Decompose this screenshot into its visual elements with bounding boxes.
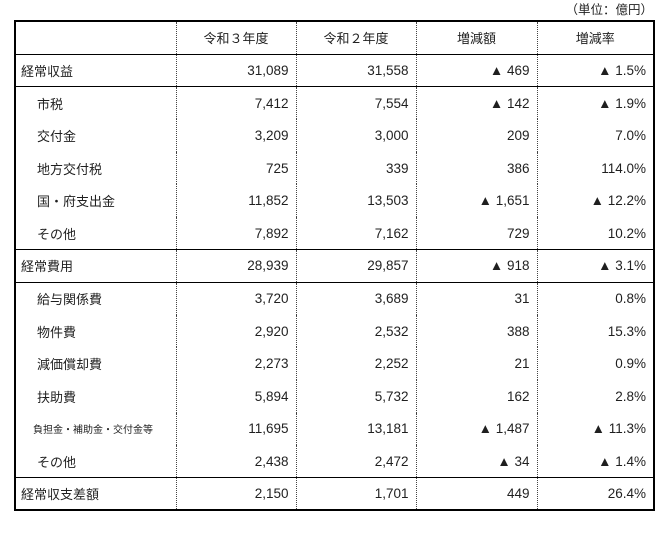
value-cell: 29,857 (295, 249, 416, 283)
value-cell: 10.2% (536, 216, 654, 250)
value-cell: ▲ 142 (415, 86, 537, 120)
value-cell: 31,089 (175, 54, 296, 87)
value-cell: ▲ 1.4% (536, 445, 654, 478)
row-label: 経常収支差額 (21, 487, 100, 503)
row-label: 経常収益 (21, 63, 74, 79)
value-cell: 7,554 (295, 86, 416, 120)
header-cell-fy2021: 令和３年度 (175, 21, 296, 55)
row-label: 給与関係費 (37, 292, 103, 308)
value-cell: 13,503 (295, 184, 416, 217)
value-cell: 7,162 (295, 216, 416, 250)
row-label: 市税 (37, 96, 64, 112)
header-row: 令和３年度 令和２年度 増減額 増減率 (15, 21, 654, 55)
value-cell: 2,438 (175, 445, 296, 478)
row-label: 減価償却費 (37, 357, 103, 373)
value-cell: ▲ 469 (415, 54, 537, 87)
row-label: 扶助費 (37, 389, 77, 405)
table-row: 地方交付税 725 339 386 114.0% (15, 151, 654, 185)
row-label: 地方交付税 (37, 161, 103, 177)
value-cell: ▲ 1.9% (536, 86, 654, 120)
row-label: 物件費 (37, 324, 77, 340)
value-cell: ▲ 12.2% (536, 184, 654, 217)
value-cell: 729 (415, 216, 537, 250)
value-cell: 5,894 (175, 379, 296, 413)
value-cell: 3,689 (295, 282, 416, 315)
table-row: その他 2,438 2,472 ▲ 34 ▲ 1.4% (15, 445, 654, 478)
value-cell: 2,273 (175, 347, 296, 380)
table-row: その他 7,892 7,162 729 10.2% (15, 216, 654, 250)
value-cell: 5,732 (295, 379, 416, 413)
table-row: 給与関係費 3,720 3,689 31 0.8% (15, 282, 654, 315)
value-cell: 0.9% (536, 347, 654, 380)
value-cell: 28,939 (175, 249, 296, 283)
value-cell: 2,150 (175, 477, 296, 511)
value-cell: 13,181 (295, 412, 416, 446)
table-row: 交付金 3,209 3,000 209 7.0% (15, 119, 654, 152)
table-row: 市税 7,412 7,554 ▲ 142 ▲ 1.9% (15, 86, 654, 120)
value-cell: ▲ 34 (415, 445, 537, 478)
value-cell: ▲ 1,651 (415, 184, 537, 217)
value-cell: 2,920 (175, 314, 296, 348)
table-row: 経常費用 28,939 29,857 ▲ 918 ▲ 3.1% (15, 249, 654, 283)
value-cell: 209 (415, 119, 537, 152)
value-cell: 2,472 (295, 445, 416, 478)
header-cell-fy2020: 令和２年度 (295, 21, 416, 55)
value-cell: 2,532 (295, 314, 416, 348)
value-cell: ▲ 1.5% (536, 54, 654, 87)
value-cell: 1,701 (295, 477, 416, 511)
row-label: 交付金 (37, 128, 77, 144)
value-cell: ▲ 3.1% (536, 249, 654, 283)
value-cell: 15.3% (536, 314, 654, 348)
row-label: その他 (37, 226, 77, 242)
table-body: 経常収益 31,089 31,558 ▲ 469 ▲ 1.5% 市税 7,412… (15, 54, 654, 511)
value-cell: 3,000 (295, 119, 416, 152)
value-cell: 11,852 (175, 184, 296, 217)
table-row: 経常収益 31,089 31,558 ▲ 469 ▲ 1.5% (15, 54, 654, 87)
table-row: 国・府支出金 11,852 13,503 ▲ 1,651 ▲ 12.2% (15, 184, 654, 217)
row-label: 負担金・補助金・交付金等 (33, 425, 153, 437)
table-row: 負担金・補助金・交付金等 11,695 13,181 ▲ 1,487 ▲ 11.… (15, 412, 654, 446)
value-cell: ▲ 918 (415, 249, 537, 283)
header-cell-diff-amount: 増減額 (415, 21, 537, 55)
value-cell: ▲ 1,487 (415, 412, 537, 446)
value-cell: 7.0% (536, 119, 654, 152)
table-row: 減価償却費 2,273 2,252 21 0.9% (15, 347, 654, 380)
value-cell: 725 (175, 151, 296, 185)
row-label: 国・府支出金 (37, 194, 116, 210)
value-cell: 3,209 (175, 119, 296, 152)
value-cell: 162 (415, 379, 537, 413)
value-cell: 114.0% (536, 151, 654, 185)
value-cell: 0.8% (536, 282, 654, 315)
row-label: 経常費用 (21, 259, 74, 275)
value-cell: ▲ 11.3% (536, 412, 654, 446)
value-cell: 2,252 (295, 347, 416, 380)
value-cell: 7,892 (175, 216, 296, 250)
value-cell: 21 (415, 347, 537, 380)
value-cell: 11,695 (175, 412, 296, 446)
financial-comparison-table: 令和３年度 令和２年度 増減額 増減率 経常収益 31,089 31,558 ▲… (14, 20, 655, 512)
row-label: その他 (37, 454, 77, 470)
table-row: 物件費 2,920 2,532 388 15.3% (15, 314, 654, 348)
value-cell: 449 (415, 477, 537, 511)
value-cell: 3,720 (175, 282, 296, 315)
table-row: 経常収支差額 2,150 1,701 449 26.4% (15, 477, 654, 511)
value-cell: 31,558 (295, 54, 416, 87)
header-cell-diff-rate: 増減率 (536, 21, 654, 55)
value-cell: 386 (415, 151, 537, 185)
value-cell: 339 (295, 151, 416, 185)
value-cell: 2.8% (536, 379, 654, 413)
header-cell-blank (15, 21, 176, 55)
value-cell: 7,412 (175, 86, 296, 120)
table-row: 扶助費 5,894 5,732 162 2.8% (15, 379, 654, 413)
value-cell: 388 (415, 314, 537, 348)
unit-label: （単位：億円） (565, 3, 653, 17)
value-cell: 26.4% (536, 477, 654, 511)
value-cell: 31 (415, 282, 537, 315)
